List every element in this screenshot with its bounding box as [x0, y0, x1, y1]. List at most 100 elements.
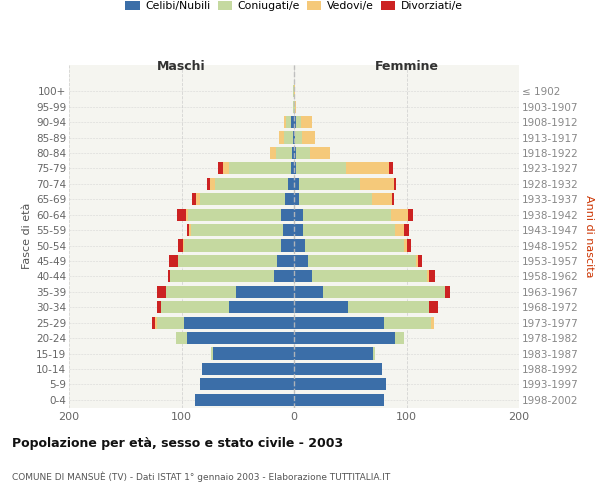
Bar — [404, 224, 409, 236]
Text: Maschi: Maschi — [157, 60, 206, 74]
Bar — [373, 348, 375, 360]
Bar — [407, 240, 411, 252]
Bar — [384, 316, 431, 328]
Bar — [191, 224, 283, 236]
Bar — [299, 178, 361, 190]
Bar — [199, 193, 285, 205]
Bar — [283, 224, 294, 236]
Bar — [177, 208, 186, 220]
Bar — [294, 100, 295, 112]
Text: COMUNE DI MANSUÈ (TV) - Dati ISTAT 1° gennaio 2003 - Elaborazione TUTTITALIA.IT: COMUNE DI MANSUÈ (TV) - Dati ISTAT 1° ge… — [12, 471, 390, 482]
Text: Popolazione per età, sesso e stato civile - 2003: Popolazione per età, sesso e stato civil… — [12, 438, 343, 450]
Legend: Celibi/Nubili, Coniugati/e, Vedovi/e, Divorziati/e: Celibi/Nubili, Coniugati/e, Vedovi/e, Di… — [123, 0, 465, 14]
Bar — [371, 193, 392, 205]
Bar — [186, 208, 188, 220]
Bar — [391, 208, 407, 220]
Bar — [294, 301, 348, 313]
Bar — [289, 178, 294, 190]
Bar — [293, 85, 294, 97]
Bar — [196, 193, 199, 205]
Y-axis label: Anni di nascita: Anni di nascita — [584, 195, 594, 278]
Bar — [191, 193, 196, 205]
Bar — [348, 301, 429, 313]
Bar — [157, 286, 166, 298]
Bar — [209, 178, 215, 190]
Bar — [389, 162, 393, 174]
Bar — [280, 132, 284, 143]
Bar — [395, 332, 404, 344]
Bar — [346, 162, 389, 174]
Bar — [271, 147, 276, 159]
Bar — [229, 301, 294, 313]
Bar — [190, 224, 191, 236]
Bar — [415, 255, 418, 267]
Bar — [202, 363, 294, 375]
Bar — [155, 316, 157, 328]
Bar — [274, 270, 294, 282]
Bar — [294, 162, 296, 174]
Bar — [294, 193, 299, 205]
Bar — [161, 301, 229, 313]
Bar — [310, 147, 330, 159]
Bar — [294, 332, 395, 344]
Bar — [294, 208, 303, 220]
Bar — [296, 162, 346, 174]
Bar — [284, 132, 293, 143]
Bar — [294, 270, 312, 282]
Bar — [305, 240, 404, 252]
Bar — [290, 162, 294, 174]
Bar — [302, 132, 316, 143]
Bar — [166, 286, 235, 298]
Bar — [168, 270, 170, 282]
Bar — [294, 286, 323, 298]
Bar — [152, 316, 155, 328]
Bar — [157, 301, 161, 313]
Bar — [218, 162, 223, 174]
Bar — [445, 286, 451, 298]
Bar — [281, 240, 294, 252]
Bar — [392, 193, 394, 205]
Bar — [199, 378, 294, 390]
Bar — [323, 286, 445, 298]
Bar — [223, 162, 229, 174]
Y-axis label: Fasce di età: Fasce di età — [22, 203, 32, 270]
Bar — [308, 255, 415, 267]
Bar — [295, 132, 302, 143]
Bar — [176, 332, 187, 344]
Bar — [187, 224, 190, 236]
Bar — [301, 116, 312, 128]
Bar — [294, 132, 295, 143]
Bar — [286, 116, 290, 128]
Bar — [295, 100, 296, 112]
Bar — [395, 224, 404, 236]
Bar — [281, 208, 294, 220]
Bar — [184, 240, 281, 252]
Bar — [294, 394, 384, 406]
Bar — [178, 255, 277, 267]
Bar — [294, 178, 299, 190]
Bar — [303, 224, 395, 236]
Bar — [276, 147, 292, 159]
Bar — [431, 316, 433, 328]
Bar — [294, 363, 382, 375]
Bar — [361, 178, 394, 190]
Bar — [208, 178, 209, 190]
Bar — [294, 255, 308, 267]
Bar — [427, 270, 429, 282]
Bar — [187, 332, 294, 344]
Bar — [284, 116, 286, 128]
Bar — [182, 240, 184, 252]
Bar — [294, 240, 305, 252]
Bar — [215, 178, 289, 190]
Text: Femmine: Femmine — [374, 60, 439, 74]
Bar — [294, 316, 384, 328]
Bar — [178, 240, 182, 252]
Bar — [292, 147, 294, 159]
Bar — [211, 348, 213, 360]
Bar — [188, 208, 281, 220]
Bar — [290, 116, 294, 128]
Bar — [293, 132, 294, 143]
Bar — [294, 116, 296, 128]
Bar — [418, 255, 422, 267]
Bar — [429, 270, 434, 282]
